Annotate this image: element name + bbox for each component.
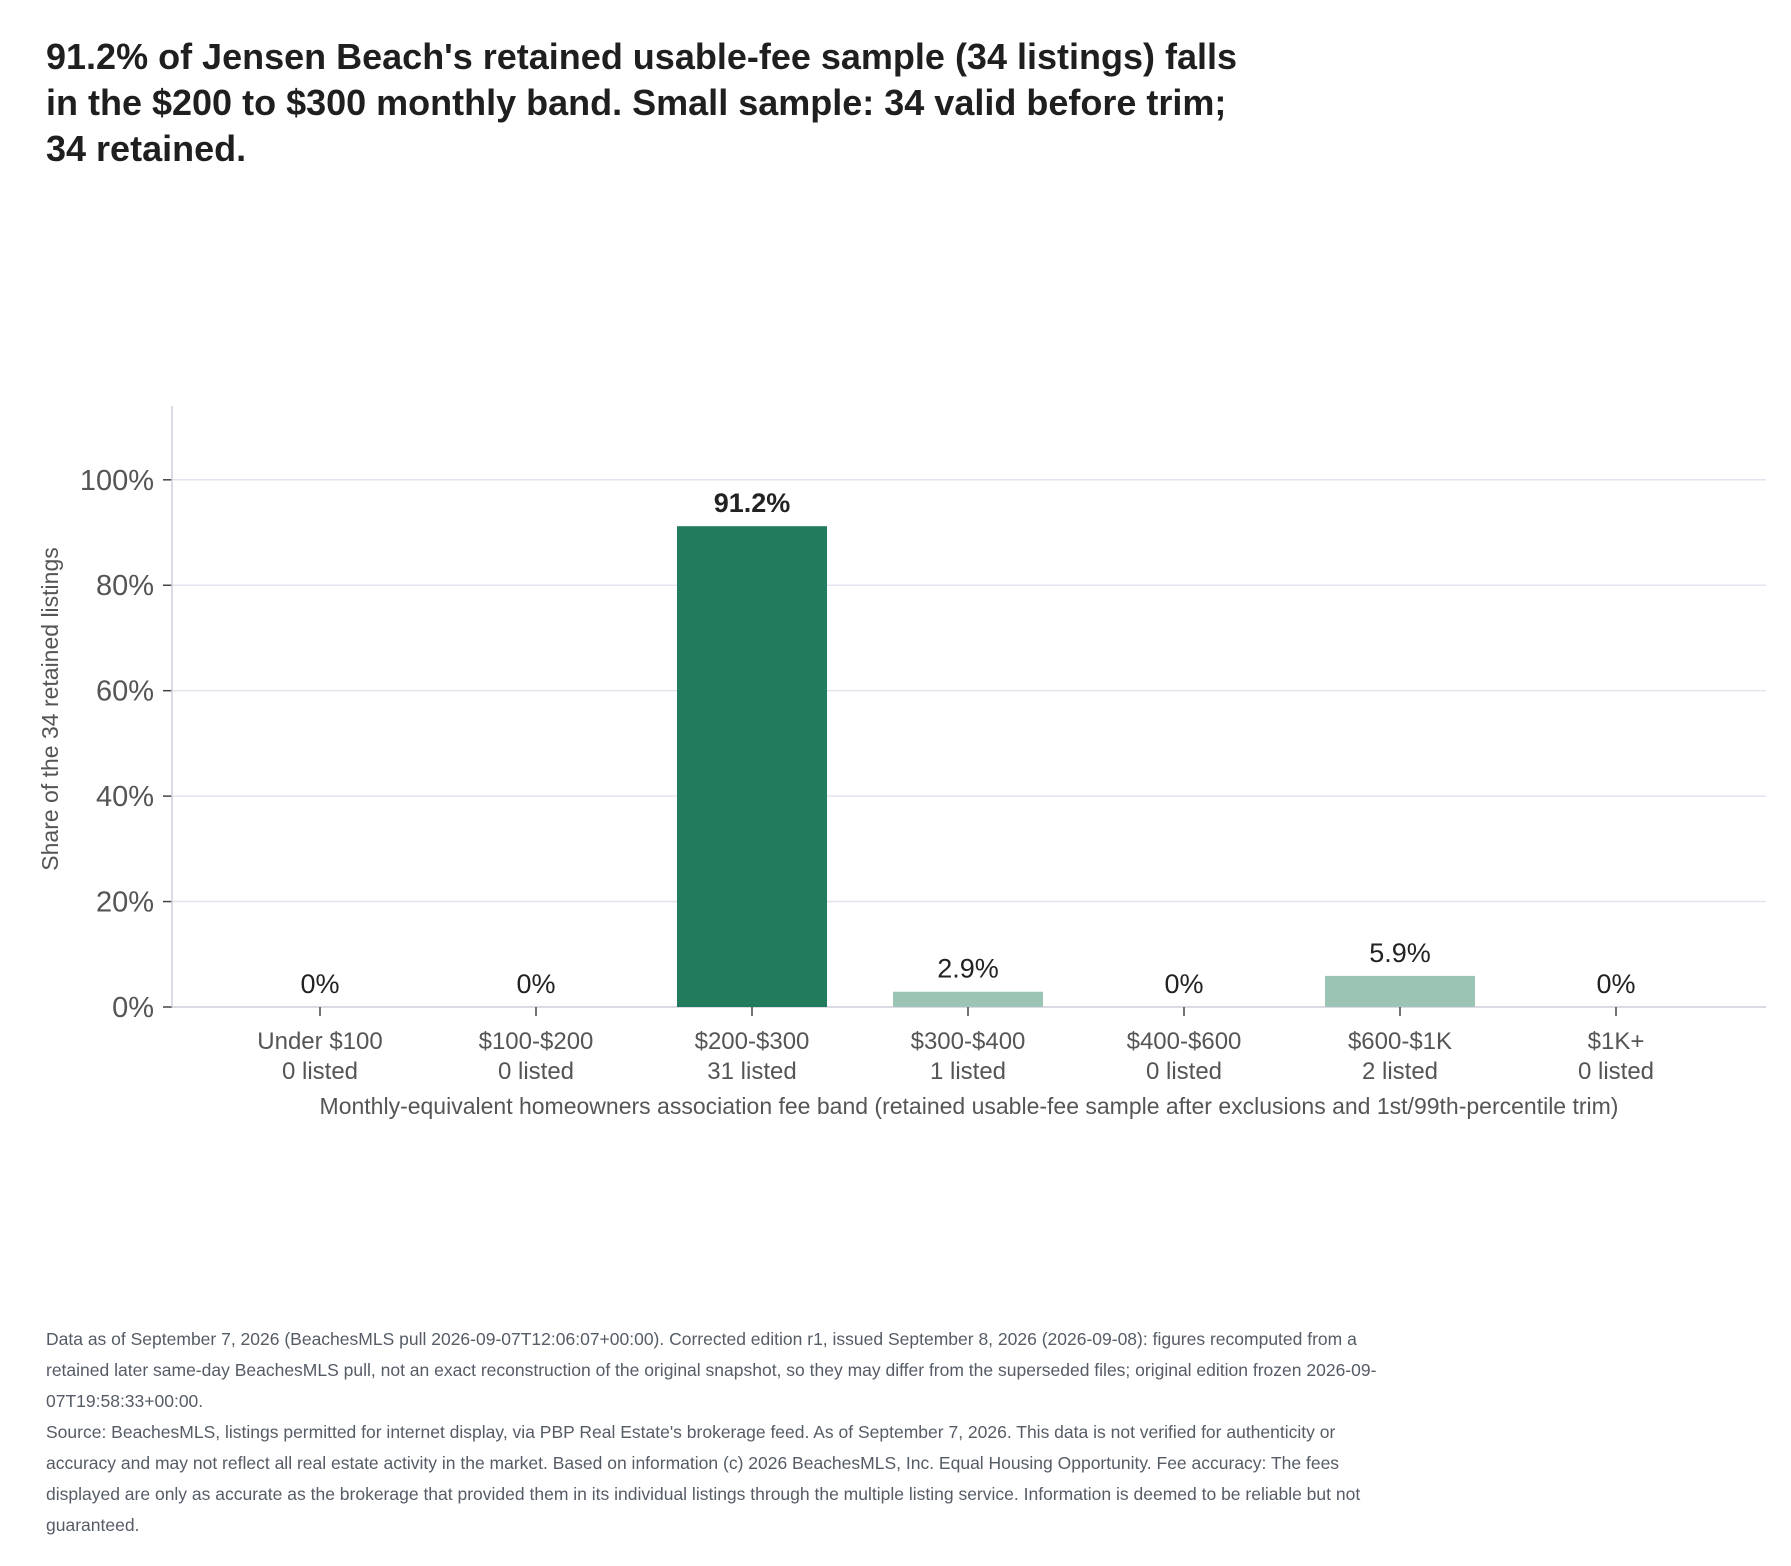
bars <box>677 526 1475 1007</box>
bar <box>677 526 827 1007</box>
bar <box>1325 975 1475 1007</box>
x-tick-label: $600-$1K <box>1348 1028 1452 1055</box>
bar-chart: 0% 0% 91.2% 2.9% 0% 5.9% 0% Under $100 0 listed… <box>37 406 1766 1119</box>
x-tick-label: $100-$200 <box>479 1028 594 1055</box>
y-tick-label: 20% <box>96 887 154 919</box>
x-tick-count: 0 listed <box>282 1058 358 1085</box>
x-axis-label: Monthly-equivalent homeowners associatio… <box>320 1093 1619 1119</box>
x-tick-label: $200-$300 <box>695 1028 810 1055</box>
data-label: 91.2% <box>714 488 791 518</box>
edition-note: Data as of September 7, 2026 (BeachesMLS… <box>46 1329 1377 1411</box>
x-tick-count: 31 listed <box>707 1058 796 1085</box>
data-label: 2.9% <box>937 954 999 984</box>
axes <box>163 406 1766 1016</box>
y-tick-label: 0% <box>112 992 154 1024</box>
x-tick-count: 0 listed <box>1578 1058 1654 1085</box>
y-tick-label: 40% <box>96 781 154 813</box>
bar <box>893 991 1043 1007</box>
y-tick-label: 80% <box>96 570 154 602</box>
x-tick-count: 2 listed <box>1362 1058 1438 1085</box>
source-note: Source: BeachesMLS, listings permitted f… <box>46 1422 1361 1535</box>
x-tick-label: $300-$400 <box>911 1028 1026 1055</box>
x-tick-label: $400-$600 <box>1127 1028 1242 1055</box>
x-tick-labels: Under $100 0 listed $100-$200 0 listed $200-… <box>257 1028 1654 1085</box>
x-tick-label: Under $100 <box>257 1028 382 1055</box>
footnote: Data as of September 7, 2026 (BeachesMLS… <box>46 1324 1406 1541</box>
y-axis-label: Share of the 34 retained listings <box>37 547 63 870</box>
x-tick-count: 0 listed <box>498 1058 574 1085</box>
data-label: 0% <box>516 969 555 999</box>
data-label: 0% <box>1596 969 1635 999</box>
chart-title: 91.2% of Jensen Beach's retained usable-… <box>46 36 1238 169</box>
x-tick-count: 0 listed <box>1146 1058 1222 1085</box>
y-tick-labels: 0% 20% 40% 60% 80% 100% <box>80 465 154 1024</box>
data-labels: 0% 0% 91.2% 2.9% 0% 5.9% 0% <box>300 488 1635 999</box>
x-tick-label: $1K+ <box>1588 1028 1645 1055</box>
data-label: 0% <box>300 969 339 999</box>
data-label: 5.9% <box>1369 938 1431 968</box>
y-tick-label: 100% <box>80 465 154 497</box>
data-label: 0% <box>1164 969 1203 999</box>
x-tick-count: 1 listed <box>930 1058 1006 1085</box>
y-tick-label: 60% <box>96 676 154 708</box>
gridlines <box>172 479 1766 903</box>
